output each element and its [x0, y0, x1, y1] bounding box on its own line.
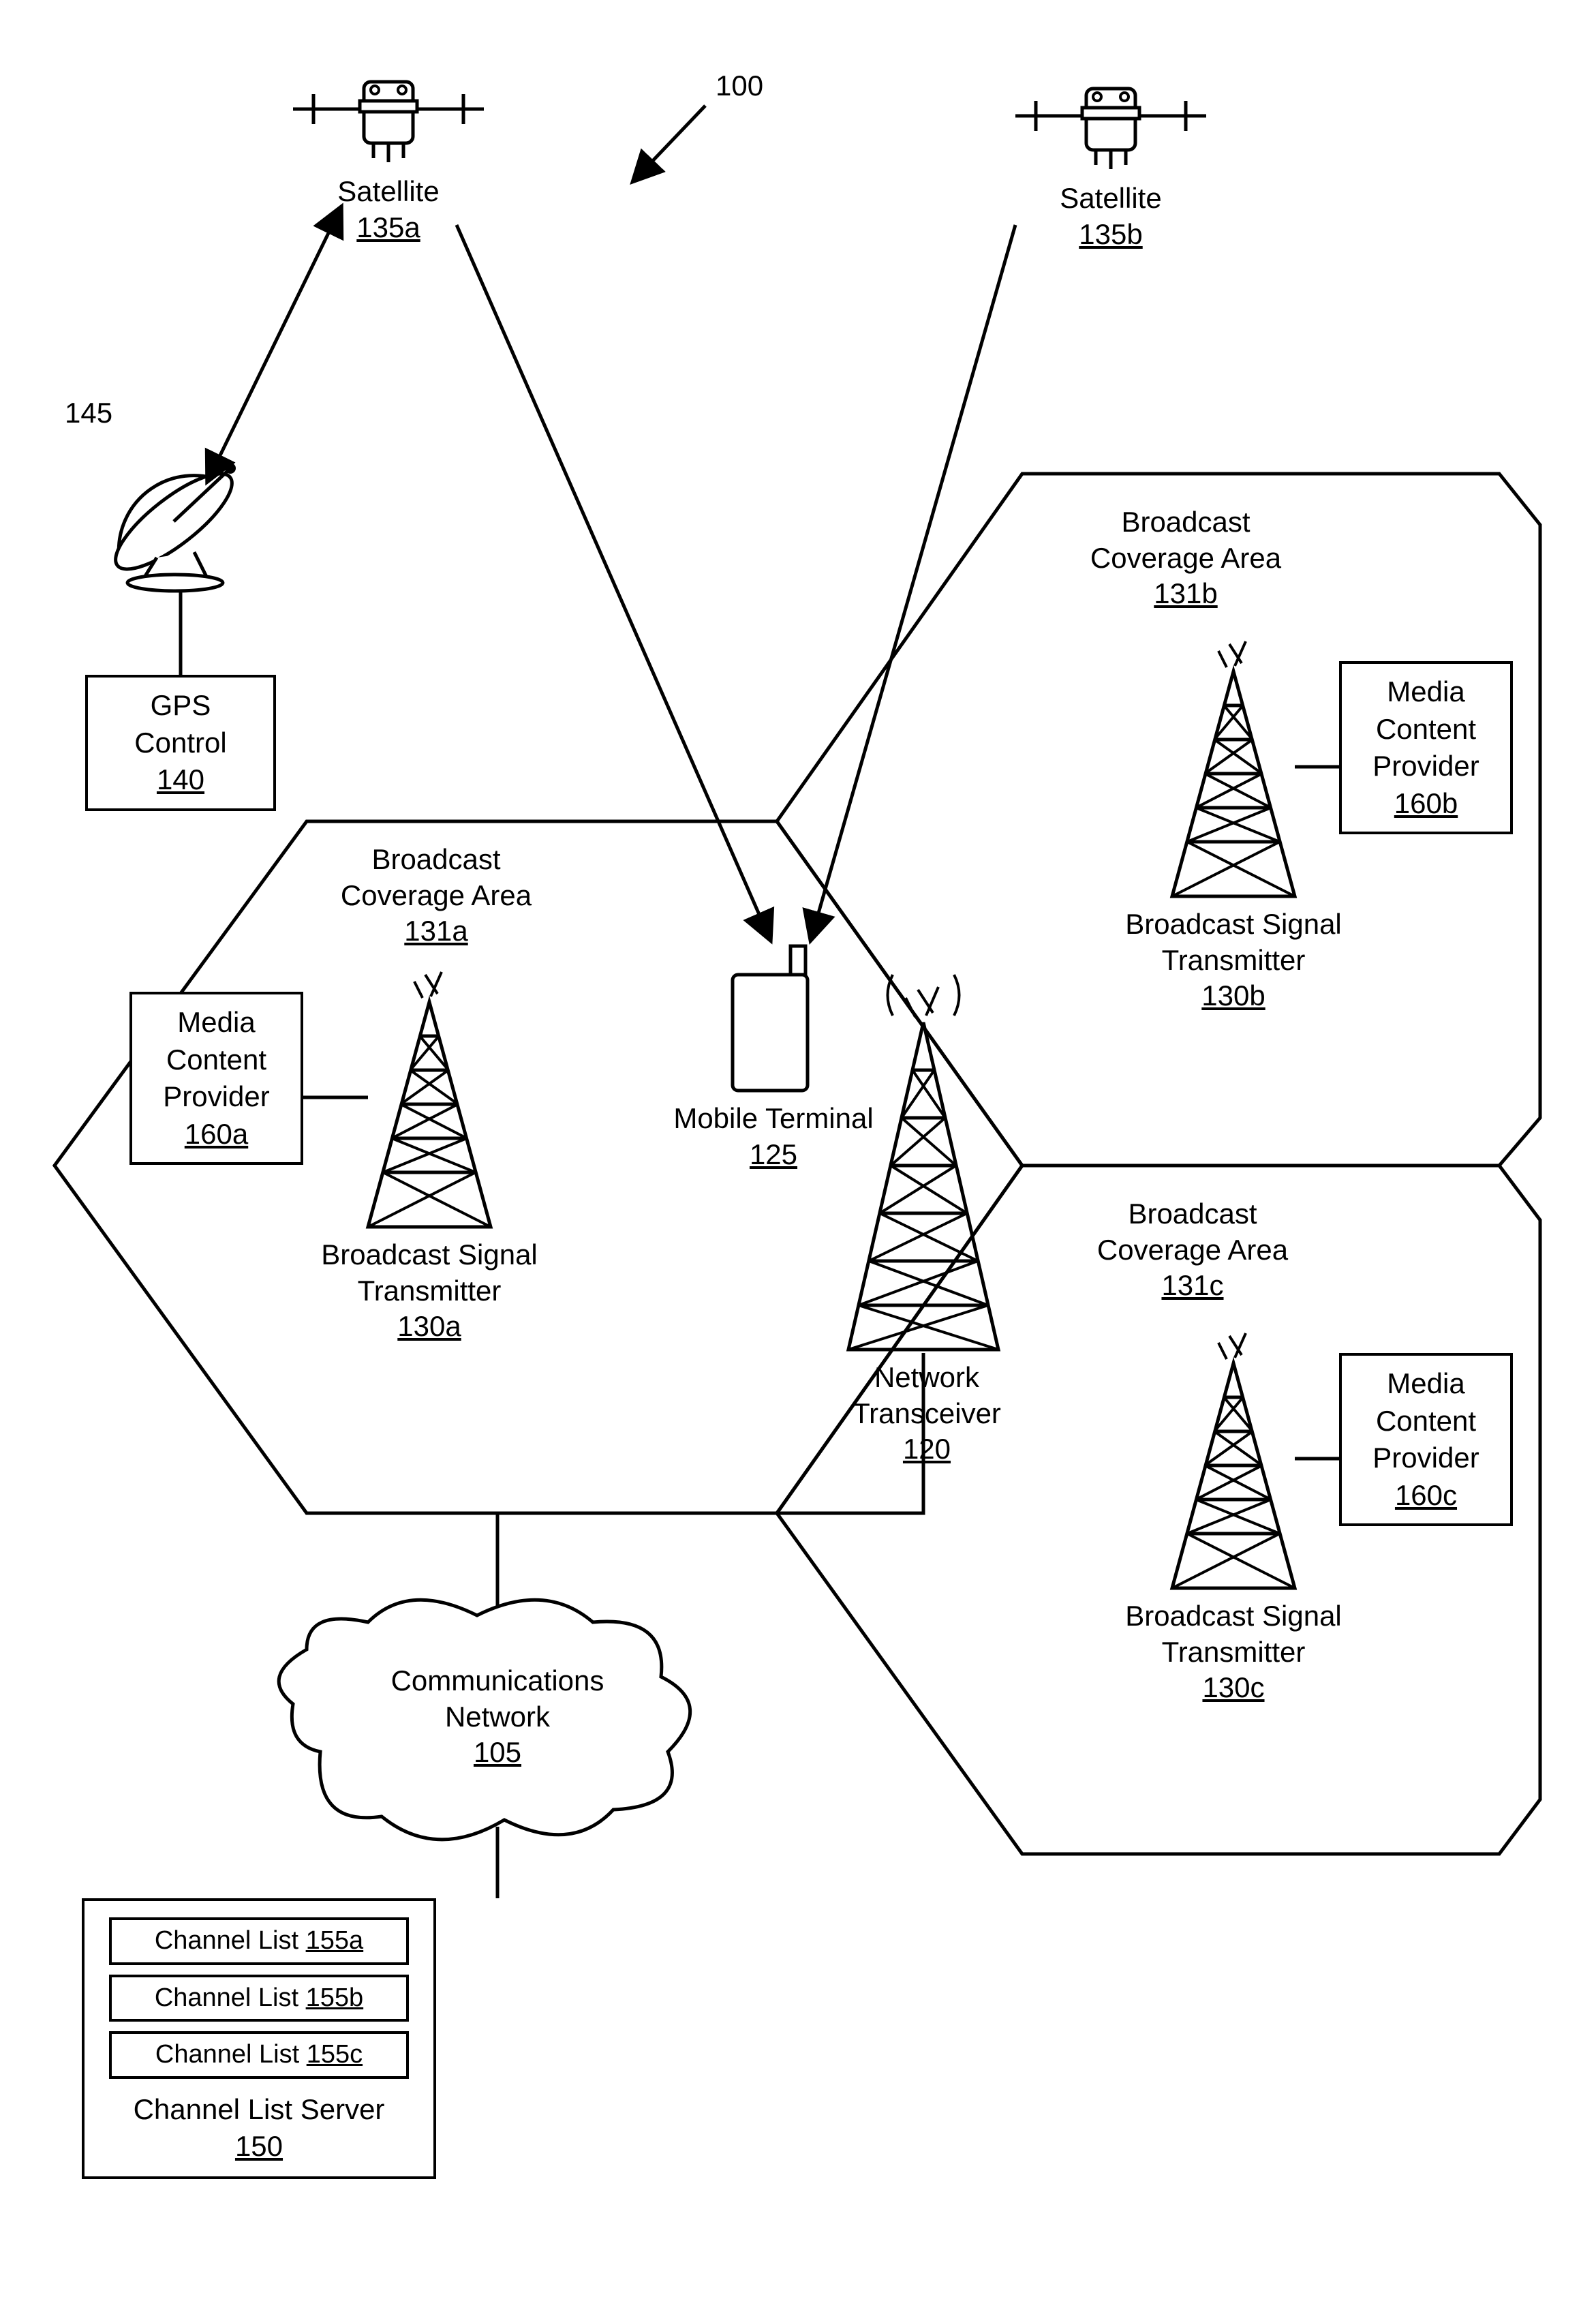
- tower-icon-b: [1172, 641, 1295, 896]
- channel-list-a: Channel List 155a: [109, 1917, 409, 1965]
- channel-list-server-label: Channel List Server 150: [97, 2091, 421, 2165]
- satellite-b-icon: [1015, 89, 1206, 169]
- satellite-a-label: Satellite 135a: [313, 174, 463, 245]
- mobile-terminal-label: Mobile Terminal 125: [651, 1101, 896, 1172]
- coverage-b-label: Broadcast Coverage Area 131b: [1043, 504, 1329, 612]
- channel-list-server-box: Channel List 155a Channel List 155b Chan…: [82, 1898, 436, 2179]
- coverage-c-label: Broadcast Coverage Area 131c: [1049, 1196, 1336, 1304]
- tower-icon-c: [1172, 1333, 1295, 1588]
- channel-list-c: Channel List 155c: [109, 2031, 409, 2079]
- bst-c-label: Broadcast Signal Transmitter 130c: [1077, 1598, 1390, 1706]
- dish-icon: [103, 459, 244, 591]
- ref-100: 100: [716, 68, 763, 104]
- network-transceiver-label: Network Transceiver 120: [811, 1360, 1043, 1467]
- coverage-a-label: Broadcast Coverage Area 131a: [293, 842, 579, 949]
- bst-b-label: Broadcast Signal Transmitter 130b: [1077, 907, 1390, 1014]
- gps-control-box: GPS Control 140: [85, 675, 276, 811]
- mobile-terminal-icon: [733, 946, 808, 1091]
- ref-145: 145: [65, 395, 112, 431]
- satellite-a-icon: [293, 82, 484, 162]
- mcp-c-box: Media Content Provider 160c: [1339, 1353, 1513, 1526]
- tower-icon-a: [368, 972, 491, 1227]
- satellite-b-label: Satellite 135b: [1036, 181, 1186, 252]
- mcp-a-box: Media Content Provider 160a: [129, 992, 303, 1165]
- bst-a-label: Broadcast Signal Transmitter 130a: [273, 1237, 586, 1345]
- comm-network-label: Communications Network 105: [354, 1663, 641, 1771]
- mcp-b-box: Media Content Provider 160b: [1339, 661, 1513, 834]
- channel-list-b: Channel List 155b: [109, 1975, 409, 2022]
